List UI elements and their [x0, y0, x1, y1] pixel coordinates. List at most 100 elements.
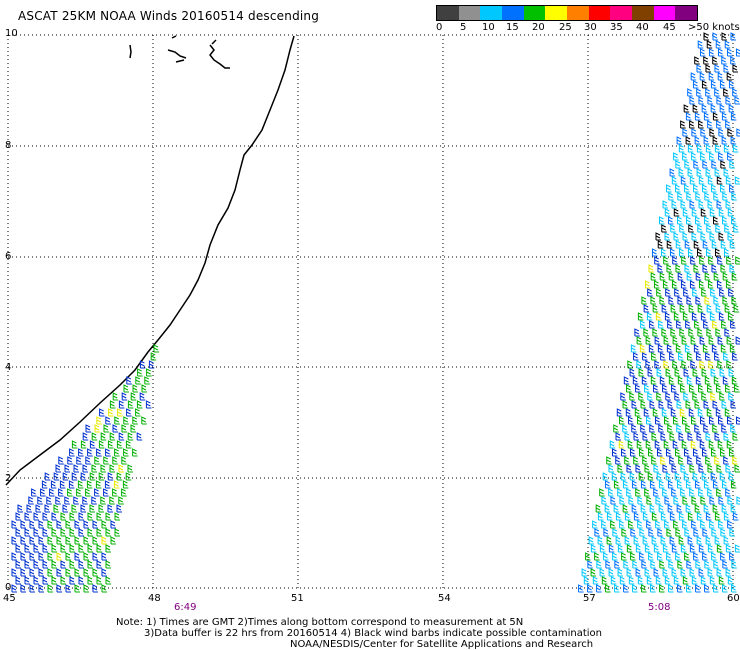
- wind-barb: [647, 288, 653, 297]
- wind-barb: [91, 432, 98, 441]
- wind-barb: [722, 584, 728, 593]
- wind-barb: [723, 352, 729, 361]
- wind-barb: [726, 336, 733, 345]
- wind-barb: [114, 512, 120, 521]
- wind-barb: [696, 168, 703, 177]
- wind-barb: [136, 432, 143, 441]
- wind-barb: [107, 440, 114, 449]
- wind-barb: [11, 536, 17, 545]
- wind-barb: [725, 96, 731, 105]
- wind-barb: [602, 472, 609, 481]
- wind-barb: [606, 512, 613, 521]
- wind-barb: [638, 392, 644, 401]
- wind-barb: [702, 344, 709, 353]
- wind-barb: [707, 280, 714, 289]
- wind-barb: [710, 472, 717, 481]
- wind-barb: [646, 520, 652, 529]
- wind-barb: [648, 264, 654, 273]
- wind-barb: [695, 584, 701, 593]
- wind-barb: [641, 376, 648, 385]
- wind-barb: [726, 256, 732, 265]
- wind-barb: [663, 256, 669, 265]
- wind-barb: [590, 568, 597, 577]
- wind-barb: [668, 216, 674, 225]
- wind-barb: [132, 416, 138, 425]
- wind-barb: [624, 536, 631, 545]
- wind-barb: [705, 144, 712, 153]
- wind-barb: [71, 504, 77, 513]
- wind-barb: [650, 560, 656, 569]
- wind-barb: [144, 376, 150, 385]
- wind-barb: [659, 376, 666, 385]
- legend-swatch: [610, 6, 633, 20]
- wind-barb: [664, 208, 671, 217]
- wind-barb: [708, 440, 715, 449]
- wind-barb: [112, 456, 118, 465]
- wind-barb: [33, 544, 39, 553]
- wind-barb: [60, 560, 66, 569]
- wind-barb: [691, 576, 698, 585]
- wind-barb: [691, 312, 698, 321]
- wind-barb: [77, 480, 84, 489]
- wind-barb: [91, 464, 97, 473]
- wind-barb: [74, 552, 80, 561]
- wind-barb: [11, 520, 17, 529]
- wind-barb: [89, 504, 95, 513]
- wind-barb: [76, 488, 82, 497]
- wind-barb: [640, 400, 647, 409]
- wind-barb: [24, 512, 30, 521]
- wind-barb: [116, 472, 123, 481]
- wind-barb: [660, 456, 666, 465]
- wind-barb: [660, 432, 666, 441]
- wind-barb: [65, 552, 71, 561]
- wind-barb: [689, 280, 696, 289]
- wind-barb: [707, 544, 714, 553]
- wind-barb: [689, 544, 696, 553]
- wind-barb: [96, 544, 102, 553]
- wind-barb: [718, 152, 724, 161]
- wind-barb: [654, 440, 661, 449]
- wind-barb: [605, 584, 611, 593]
- wind-barb: [690, 256, 696, 265]
- wind-barb: [42, 576, 48, 585]
- wind-barb: [656, 368, 663, 377]
- wind-barb: [603, 552, 609, 561]
- wind-barb: [705, 432, 711, 441]
- wind-barb: [708, 72, 715, 81]
- wind-barb: [612, 528, 618, 537]
- wind-barb: [726, 72, 733, 81]
- wind-barb: [118, 400, 125, 409]
- wind-barb: [717, 48, 724, 57]
- wind-barb: [666, 344, 673, 353]
- wind-barb: [89, 440, 96, 449]
- wind-barb: [137, 368, 143, 377]
- wind-barb: [661, 304, 668, 313]
- wind-barb: [609, 440, 616, 449]
- wind-barb: [623, 560, 629, 569]
- wind-barb: [713, 272, 720, 281]
- wind-barb: [613, 424, 619, 433]
- wind-barb: [83, 584, 89, 593]
- wind-barb: [636, 360, 642, 369]
- wind-barb: [639, 552, 645, 561]
- wind-barb: [94, 488, 100, 497]
- wind-barb: [647, 448, 654, 457]
- wind-barb: [720, 344, 727, 353]
- wind-barb: [680, 176, 687, 185]
- wind-barb: [112, 392, 119, 401]
- wind-barb: [678, 144, 685, 153]
- wind-barb: [703, 504, 710, 513]
- wind-barb: [604, 504, 611, 513]
- wind-barb: [725, 488, 731, 497]
- wind-barb: [703, 400, 710, 409]
- wind-barb: [662, 488, 668, 497]
- legend-swatch: [502, 6, 524, 20]
- wind-barb: [681, 440, 688, 449]
- wind-barb: [659, 272, 666, 281]
- wind-barb: [658, 400, 665, 409]
- wind-barb: [640, 424, 646, 433]
- wind-barb: [700, 152, 706, 161]
- wind-barb: [60, 576, 66, 585]
- wind-barb: [693, 528, 699, 537]
- wind-barb: [729, 344, 736, 353]
